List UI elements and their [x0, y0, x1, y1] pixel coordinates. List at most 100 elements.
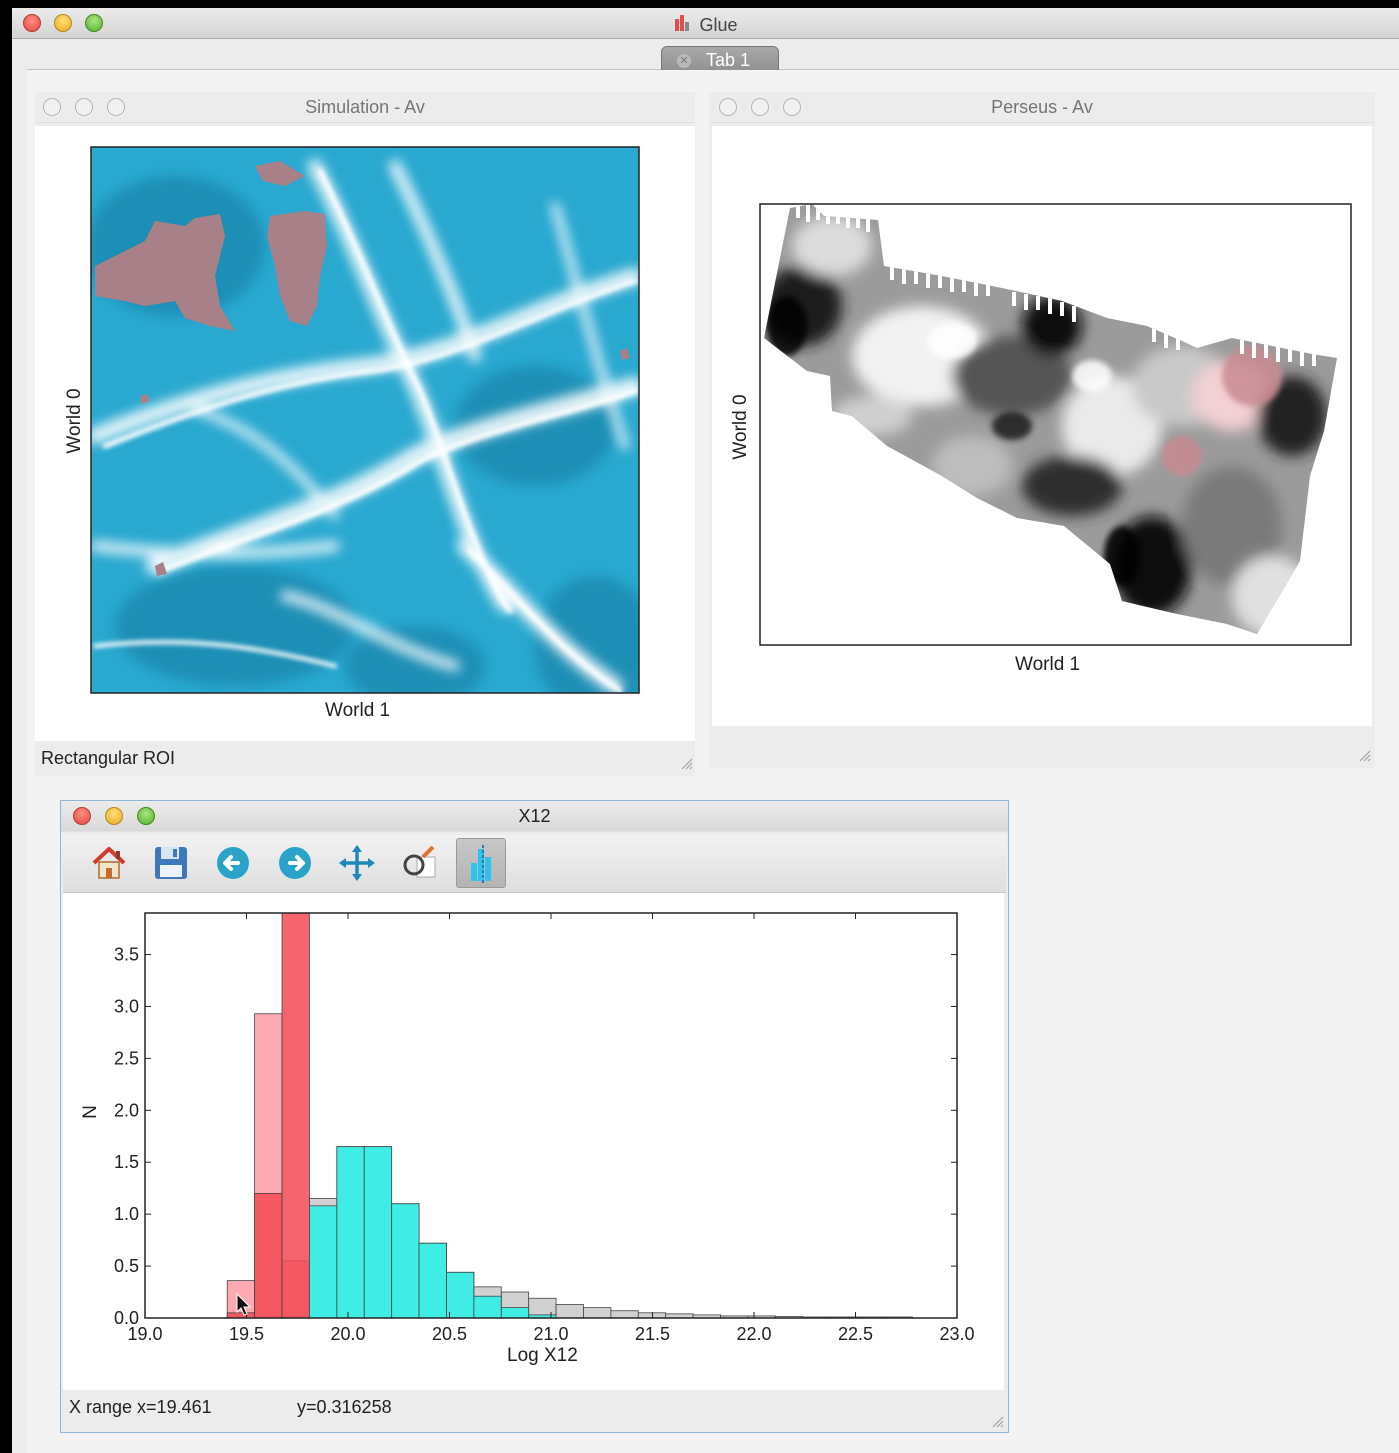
close-subwindow-button[interactable] — [73, 807, 91, 825]
home-icon — [92, 847, 126, 879]
back-button[interactable] — [213, 843, 253, 883]
subset-regions — [95, 161, 630, 576]
histogram-roi-button[interactable] — [456, 838, 506, 888]
simulation-status-text: Rectangular ROI — [41, 748, 176, 768]
simulation-window-title: Simulation - Av — [305, 97, 425, 117]
simulation-x-axis-label: World 1 — [325, 700, 391, 721]
simulation-image-plot[interactable] — [35, 126, 695, 741]
histogram-x-axis-label: Log X12 — [507, 1345, 578, 1366]
home-button[interactable] — [89, 843, 129, 883]
histogram-titlebar[interactable]: X12 — [61, 801, 1008, 832]
minimize-subwindow-button[interactable] — [105, 807, 123, 825]
histogram-bar — [363, 1146, 393, 1319]
perseus-plot-canvas[interactable]: World 1 World 0 — [712, 126, 1372, 726]
zoom-subwindow-button[interactable] — [137, 807, 155, 825]
resize-grip-icon[interactable] — [679, 756, 693, 770]
simulation-plot-frame — [90, 146, 640, 694]
x-tick-label: 20.5 — [432, 1324, 467, 1344]
histogram-window: X12 — [60, 800, 1009, 1433]
save-icon — [155, 847, 187, 879]
close-subwindow-button[interactable] — [43, 98, 61, 116]
close-window-button[interactable] — [23, 14, 41, 32]
histogram-status-x: X range x=19.461 — [69, 1397, 212, 1417]
perseus-image-plot[interactable] — [712, 126, 1372, 726]
histogram-ticks: 19.0 19.5 20.0 20.5 21.0 21.5 22.0 22.5 23.0 0.0 0… — [114, 913, 975, 1344]
tab-bar: ✕ Tab 1 — [27, 39, 1399, 75]
forward-arrow-icon — [279, 847, 311, 879]
x-tick-label: 20.0 — [330, 1324, 365, 1344]
perseus-window-title: Perseus - Av — [991, 97, 1093, 117]
zoom-subwindow-button[interactable] — [107, 98, 125, 116]
tab-label: Tab 1 — [706, 50, 751, 70]
zoom-subwindow-button[interactable] — [783, 98, 801, 116]
pan-button[interactable] — [337, 843, 377, 883]
zoom-icon — [403, 845, 436, 878]
minimize-window-button[interactable] — [54, 14, 72, 32]
app-titlebar: Glue — [12, 8, 1399, 39]
histogram-bar — [418, 1242, 447, 1319]
histogram-bar — [610, 1310, 639, 1319]
resize-grip-icon[interactable] — [1357, 748, 1371, 762]
simulation-y-axis-label: World 0 — [64, 388, 85, 454]
histogram-bar — [473, 1295, 502, 1319]
y-tick-label: 2.0 — [114, 1100, 139, 1120]
pan-icon — [339, 845, 375, 881]
y-tick-label: 3.5 — [114, 945, 139, 965]
y-tick-label: 2.5 — [114, 1048, 139, 1068]
perseus-titlebar[interactable]: Perseus - Av — [709, 92, 1375, 123]
y-tick-label: 0.5 — [114, 1256, 139, 1276]
back-arrow-icon — [217, 847, 249, 879]
x-tick-label: 22.0 — [736, 1324, 771, 1344]
simulation-plot-canvas[interactable]: World 1 World 0 — [35, 126, 695, 741]
histogram-y-axis-label: N — [80, 1105, 101, 1119]
minimize-subwindow-button[interactable] — [751, 98, 769, 116]
y-tick-label: 3.0 — [114, 996, 139, 1016]
perseus-window: Perseus - Av — [709, 92, 1375, 768]
minimize-subwindow-button[interactable] — [75, 98, 93, 116]
mouse-cursor-icon — [236, 1292, 252, 1316]
histogram-plot-canvas[interactable]: 19.0 19.5 20.0 20.5 21.0 21.5 22.0 22.5 23.0 0.0 0… — [63, 893, 1004, 1390]
zoom-button[interactable] — [399, 843, 439, 883]
close-subwindow-button[interactable] — [719, 98, 737, 116]
forward-button[interactable] — [275, 843, 315, 883]
zoom-window-button[interactable] — [85, 14, 103, 32]
perseus-y-axis-label: World 0 — [730, 394, 751, 460]
histogram-bar — [391, 1203, 420, 1319]
x-tick-label: 21.0 — [533, 1324, 568, 1344]
glue-application-window: Glue ✕ Tab 1 Simulation - Av — [12, 8, 1399, 1453]
histogram-bar — [583, 1307, 612, 1319]
app-title: Glue — [699, 15, 738, 35]
histogram-bar — [555, 1304, 584, 1319]
histogram-bar — [336, 1146, 365, 1319]
save-button[interactable] — [151, 843, 191, 883]
histogram-bar — [309, 1205, 338, 1319]
histogram-window-title: X12 — [518, 806, 551, 826]
perseus-plot-frame — [759, 203, 1352, 646]
histogram-bar — [446, 1271, 475, 1319]
histogram-chart[interactable]: 19.0 19.5 20.0 20.5 21.0 21.5 22.0 22.5 23.0 0.0 0… — [63, 893, 1004, 1390]
histogram-bars — [226, 912, 913, 1319]
mdi-workspace: Simulation - Av — [27, 70, 1399, 1453]
histogram-bar — [637, 1312, 667, 1319]
simulation-titlebar[interactable]: Simulation - Av — [35, 92, 695, 123]
simulation-window: Simulation - Av — [35, 92, 695, 776]
x-tick-label: 23.0 — [939, 1324, 974, 1344]
close-tab-icon[interactable]: ✕ — [677, 54, 691, 68]
histogram-bar — [254, 1192, 283, 1319]
histogram-status-y: y=0.316258 — [297, 1397, 392, 1417]
glue-logo-icon — [673, 13, 693, 38]
histogram-toolbar — [63, 835, 1006, 893]
histogram-bar — [281, 912, 310, 1319]
x-tick-label: 21.5 — [635, 1324, 670, 1344]
histogram-bar — [500, 1307, 530, 1319]
y-tick-label: 1.5 — [114, 1152, 139, 1172]
x-tick-label: 19.0 — [127, 1324, 162, 1344]
resize-grip-icon[interactable] — [990, 1414, 1004, 1428]
app-title-area: Glue — [12, 13, 1399, 38]
y-tick-label: 0.0 — [114, 1308, 139, 1328]
perseus-x-axis-label: World 1 — [1015, 654, 1081, 675]
x-tick-label: 19.5 — [229, 1324, 264, 1344]
histogram-plot-frame — [144, 912, 958, 1319]
histogram-roi-icon — [471, 845, 491, 883]
x-tick-label: 22.5 — [838, 1324, 873, 1344]
